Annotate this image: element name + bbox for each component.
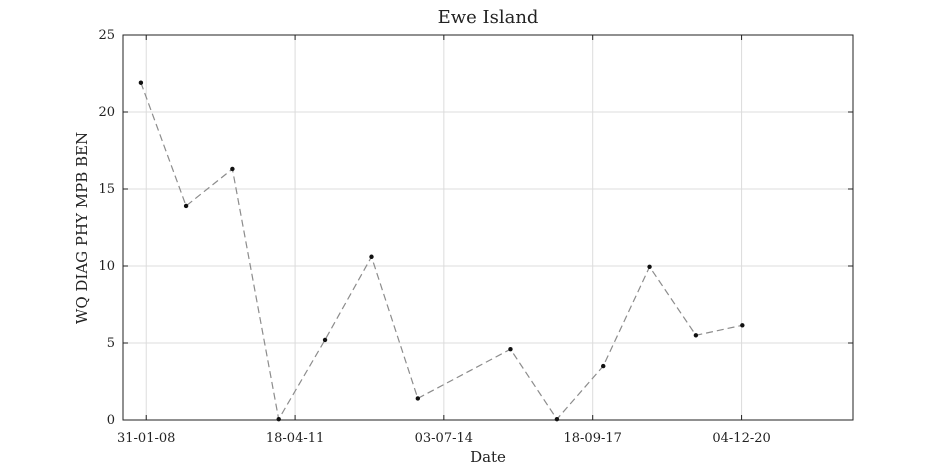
x-tick-label: 03-07-14: [415, 431, 473, 446]
data-point: [647, 264, 652, 269]
data-point: [415, 396, 421, 401]
x-tick-label: 18-04-11: [266, 431, 324, 446]
chart-title: Ewe Island: [438, 7, 539, 28]
x-tick-label: 31-01-08: [117, 431, 175, 446]
y-tick-label: 10: [98, 259, 115, 274]
x-axis-title: Date: [470, 448, 506, 466]
y-axis-title: WQ DIAG PHY MPB BEN: [73, 132, 91, 324]
data-point: [740, 323, 745, 328]
grid: [123, 35, 853, 420]
ticks: 0 5 10 15 20 25 31-01-08 18-04-11 03-07-14 18-09-…: [98, 28, 853, 446]
data-point: [508, 346, 513, 352]
x-tick-label: 18-09-17: [563, 431, 621, 446]
data-point: [693, 333, 699, 338]
data-point: [230, 166, 235, 172]
y-tick-label: 0: [107, 413, 115, 428]
x-tick-label: 04-12-20: [712, 431, 770, 446]
data-point: [554, 417, 560, 422]
data-point: [369, 254, 374, 259]
y-tick-label: 5: [107, 336, 115, 351]
data-point: [322, 337, 328, 343]
data-point: [276, 417, 281, 422]
data-point: [138, 80, 144, 85]
y-tick-label: 15: [98, 182, 115, 197]
y-tick-label: 20: [98, 105, 115, 120]
data-point: [601, 363, 606, 369]
series-line: [140, 82, 743, 421]
data-point: [183, 203, 189, 209]
plot-area: [122, 34, 854, 421]
series: [138, 80, 745, 422]
y-tick-label: 25: [98, 28, 115, 43]
